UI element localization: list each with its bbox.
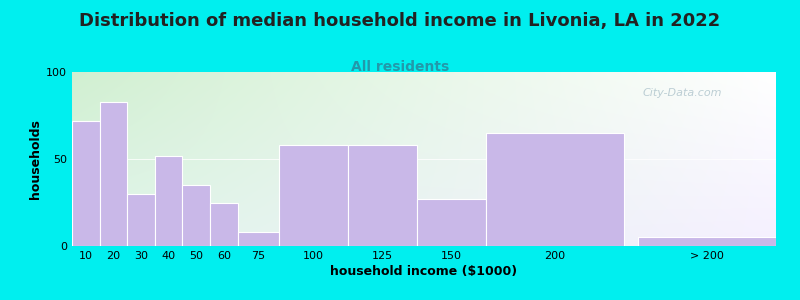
Text: Distribution of median household income in Livonia, LA in 2022: Distribution of median household income … xyxy=(79,12,721,30)
Text: All residents: All residents xyxy=(351,60,449,74)
Bar xyxy=(155,155,182,246)
Bar xyxy=(238,232,279,246)
Bar xyxy=(72,121,100,246)
Bar xyxy=(210,202,238,246)
Bar xyxy=(348,145,417,246)
Y-axis label: households: households xyxy=(29,119,42,199)
Text: City-Data.com: City-Data.com xyxy=(642,88,722,98)
Bar xyxy=(486,133,624,246)
Bar xyxy=(417,199,486,246)
X-axis label: household income ($1000): household income ($1000) xyxy=(330,265,518,278)
Bar xyxy=(100,102,127,246)
Bar xyxy=(638,237,776,246)
Bar xyxy=(279,145,348,246)
Bar xyxy=(182,185,210,246)
Bar xyxy=(127,194,155,246)
